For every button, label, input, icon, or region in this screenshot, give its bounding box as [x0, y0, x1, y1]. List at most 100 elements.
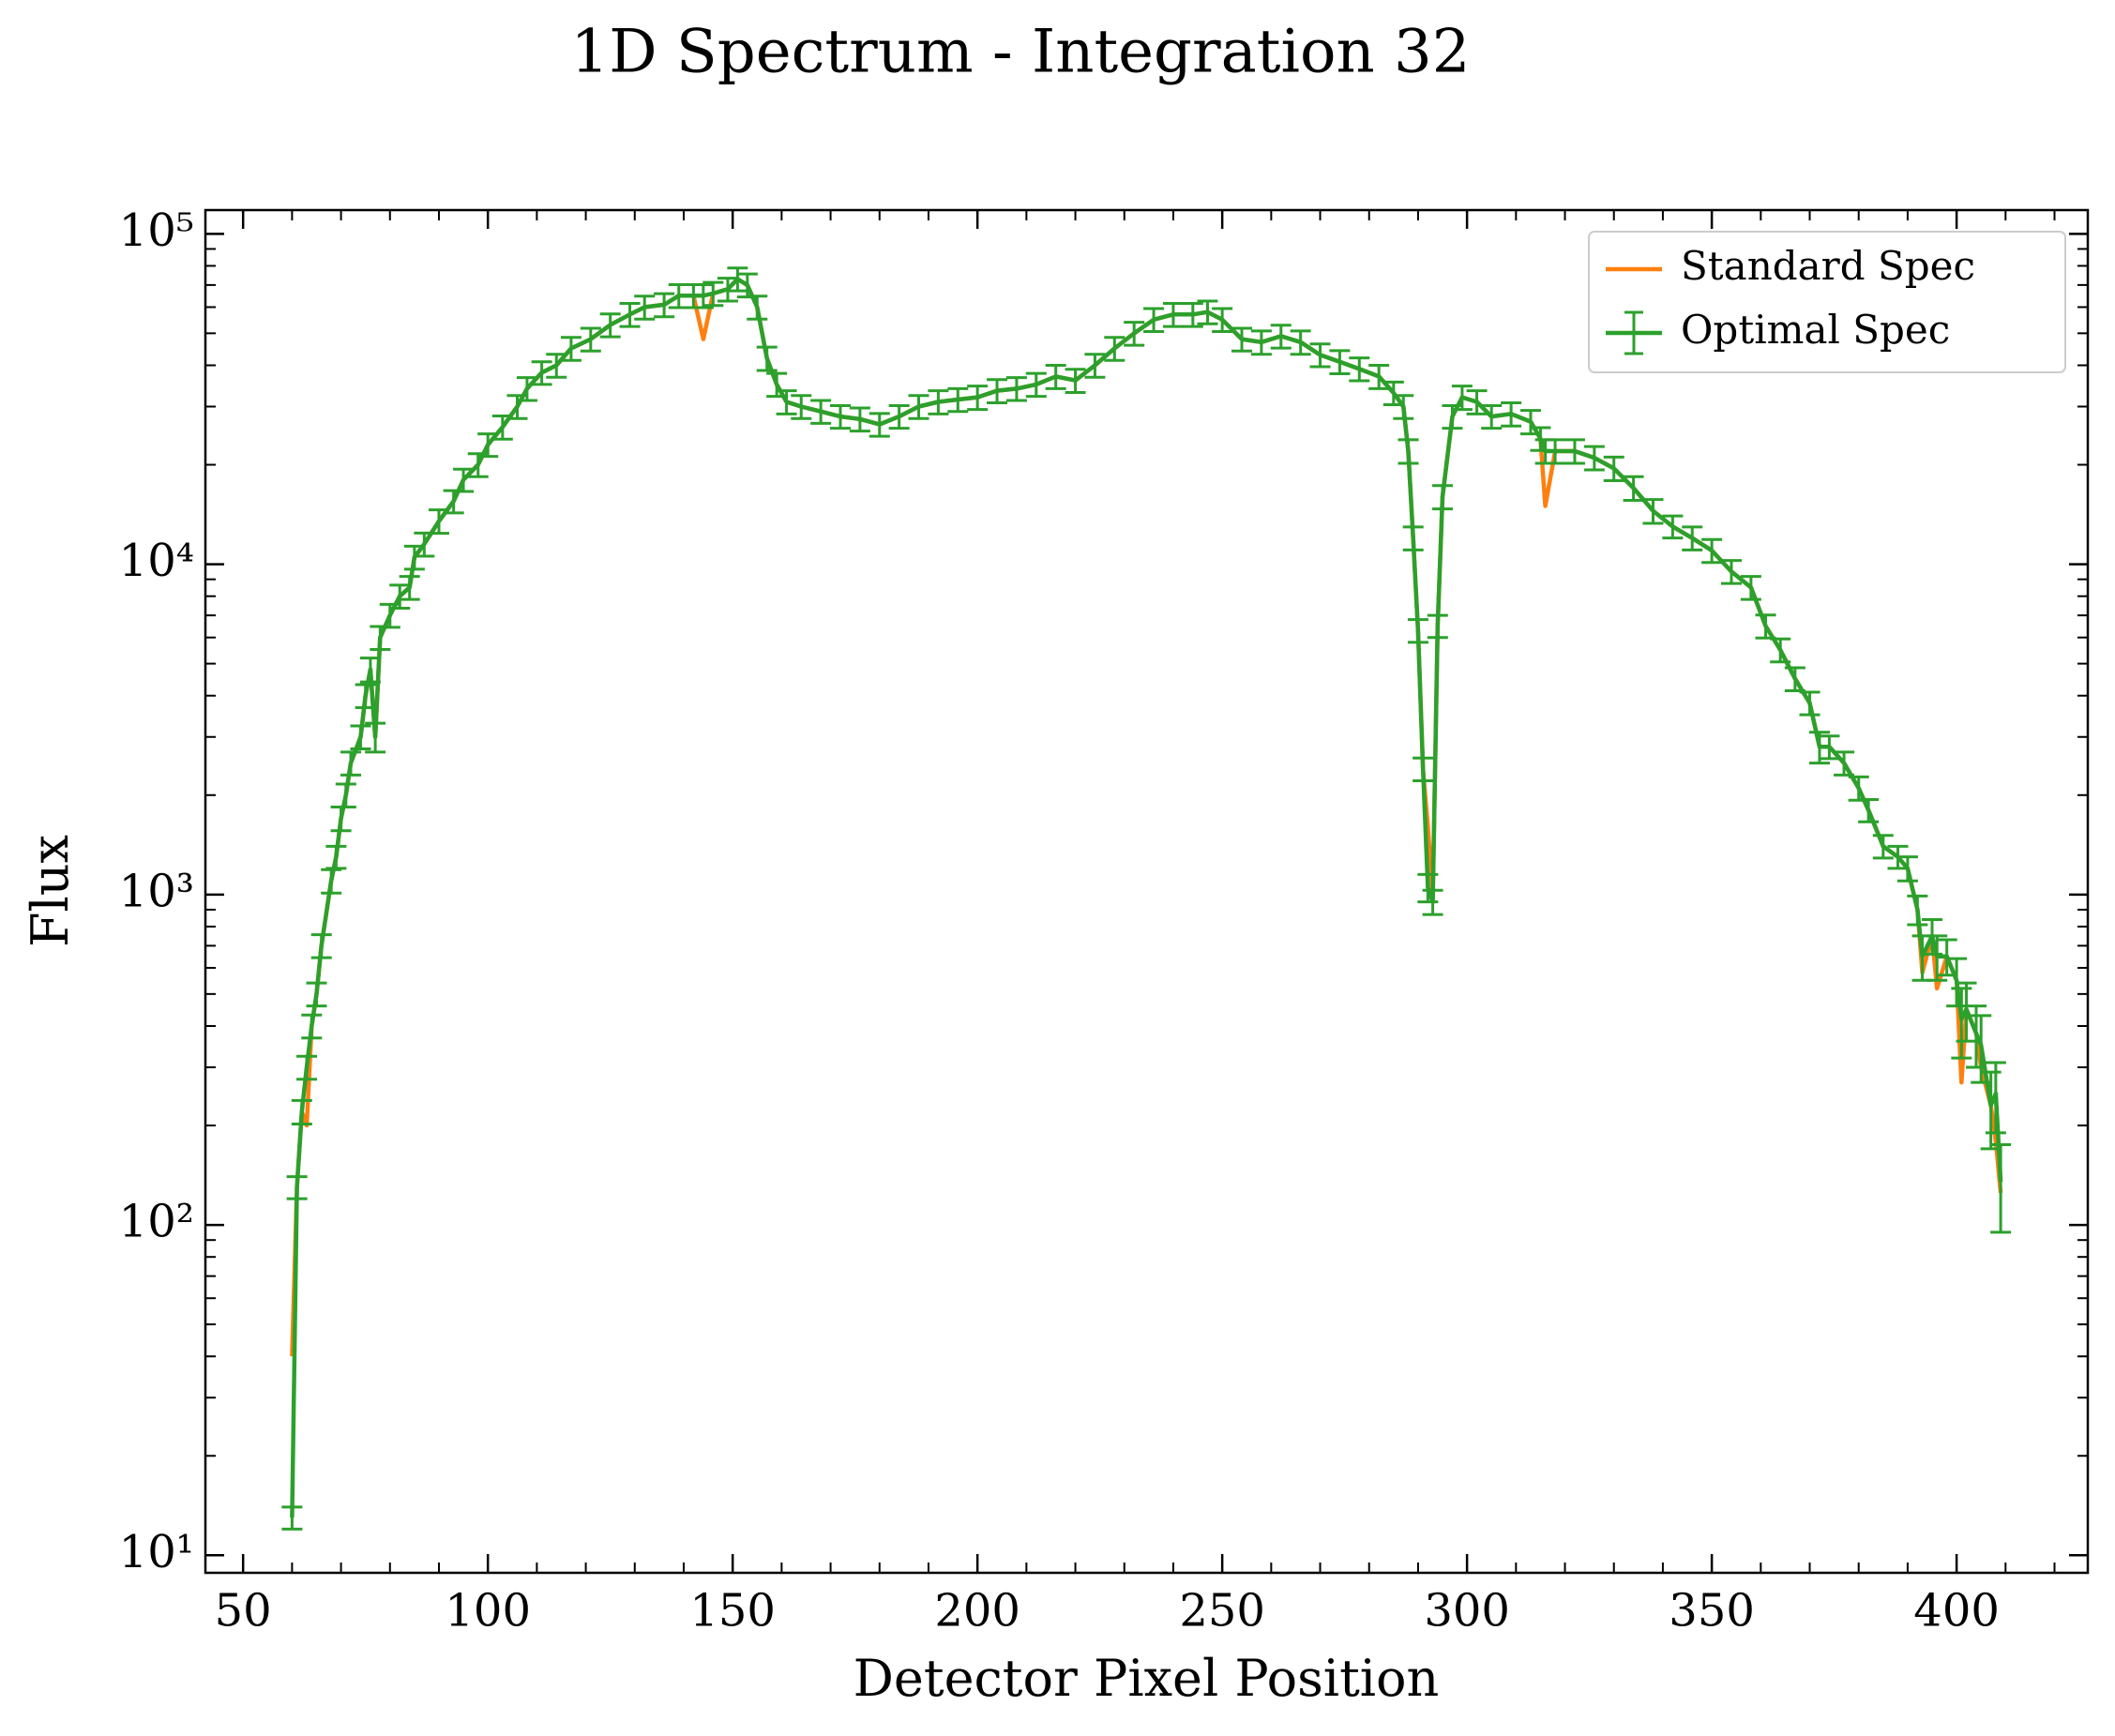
error-bar — [301, 1013, 323, 1040]
error-bar — [1545, 438, 1566, 465]
error-bar — [1662, 514, 1684, 540]
error-bar — [296, 1054, 318, 1081]
error-bar — [1956, 981, 1977, 1043]
y-tick-label: 10² — [119, 1196, 194, 1248]
error-bar — [654, 292, 675, 319]
y-tick-label: 10⁴ — [119, 535, 194, 587]
error-bar — [1349, 356, 1370, 383]
x-tick-label: 350 — [1669, 1585, 1755, 1638]
error-bar — [1329, 349, 1351, 376]
series-line — [290, 277, 2003, 1357]
error-bar — [634, 294, 656, 321]
error-bar — [365, 721, 386, 754]
error-bar — [389, 583, 411, 610]
series-line — [290, 277, 2003, 1518]
error-bar — [766, 371, 788, 399]
error-bar — [727, 266, 748, 293]
error-bar — [1402, 525, 1424, 551]
error-bar — [1182, 301, 1203, 328]
x-tick-label: 300 — [1424, 1585, 1510, 1638]
error-bar — [1231, 326, 1253, 353]
error-bar — [869, 412, 890, 438]
error-bar — [967, 385, 989, 412]
error-bar — [1926, 934, 1948, 982]
error-bar — [1212, 307, 1233, 334]
error-bar — [908, 394, 929, 420]
error-bar — [1740, 575, 1761, 601]
error-bar — [619, 301, 641, 328]
legend-box — [1588, 231, 2066, 373]
error-bar — [1623, 475, 1644, 503]
error-bar — [1848, 775, 1869, 802]
error-bar — [546, 353, 567, 379]
error-bar — [321, 868, 342, 895]
error-bar — [310, 933, 332, 959]
error-bar — [370, 625, 391, 651]
y-tick-label: 10³ — [119, 865, 194, 917]
error-bar — [1124, 321, 1145, 347]
legend-label: Standard Spec — [1681, 243, 1975, 289]
error-bar — [1025, 371, 1047, 399]
error-bar — [580, 326, 601, 353]
error-bar — [1005, 376, 1027, 402]
error-bar — [702, 280, 724, 308]
error-bar — [1721, 559, 1743, 585]
error-bar — [692, 282, 714, 309]
error-bar — [399, 575, 420, 601]
error-bar — [359, 657, 381, 684]
error-bar — [330, 806, 352, 833]
error-bar — [736, 272, 758, 299]
error-bar — [1819, 734, 1840, 761]
error-bar — [1197, 299, 1218, 325]
error-bar — [1501, 400, 1522, 428]
error-bar — [599, 312, 621, 339]
error-bar — [335, 782, 356, 809]
error-bar — [1382, 380, 1404, 406]
error-bar — [350, 724, 371, 751]
x-tick-label: 250 — [1179, 1585, 1265, 1638]
error-bar — [1397, 438, 1419, 465]
error-bar — [1368, 363, 1390, 390]
error-bar — [1427, 613, 1448, 640]
error-bar — [1451, 385, 1473, 412]
error-bar — [791, 394, 812, 420]
error-bar — [849, 406, 870, 433]
error-bar — [428, 508, 449, 536]
plot-area — [281, 266, 2012, 1531]
error-bar — [1834, 750, 1855, 777]
error-bar — [403, 544, 425, 571]
error-bar — [756, 345, 778, 372]
error-bar — [1393, 394, 1414, 420]
error-bar — [1951, 987, 1972, 1060]
error-bar — [1519, 409, 1541, 436]
error-bar — [747, 294, 768, 321]
y-tick-label: 10¹ — [119, 1526, 194, 1578]
error-bar — [560, 336, 582, 362]
legend: Standard Spec Optimal Spec — [1588, 231, 2066, 373]
error-bar — [1162, 301, 1184, 328]
error-bar — [1309, 342, 1331, 369]
error-bar — [1896, 855, 1918, 883]
error-bar — [1143, 307, 1165, 334]
error-bar — [888, 403, 910, 430]
error-bar — [1413, 756, 1434, 783]
error-bar — [987, 378, 1008, 404]
error-bar — [1907, 894, 1928, 927]
error-bar — [1564, 438, 1585, 465]
error-bar — [1417, 872, 1439, 904]
error-bar — [1481, 403, 1503, 430]
error-bar — [1770, 637, 1791, 664]
error-bar — [1270, 324, 1292, 350]
error-bar — [1985, 1061, 2006, 1135]
legend-label: Optimal Spec — [1681, 307, 1950, 353]
error-bar — [947, 386, 969, 414]
y-tick-label: 10⁵ — [119, 204, 194, 257]
error-bar — [531, 360, 552, 386]
error-bar — [1466, 389, 1488, 415]
error-bar — [1990, 1142, 2012, 1234]
error-bar — [1583, 445, 1605, 472]
error-bar — [1104, 336, 1125, 362]
x-tick-label: 150 — [689, 1585, 776, 1638]
